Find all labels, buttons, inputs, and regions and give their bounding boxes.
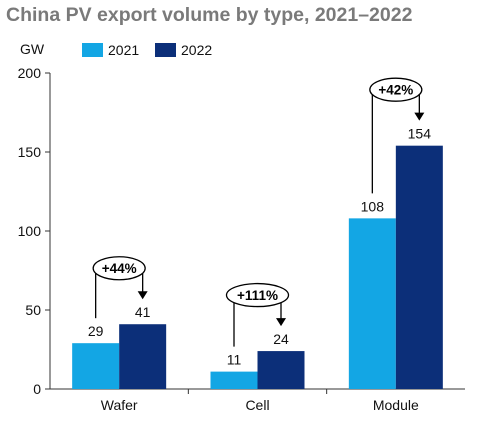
data-labels: 29 41 11 24 108 154 — [88, 126, 431, 368]
x-tick-label: Cell — [245, 397, 269, 413]
y-tick-label: 100 — [18, 223, 42, 239]
annotation-oval — [92, 256, 146, 281]
axes: 0 50 100 150 200 GW Wafer Cell Module — [18, 41, 465, 413]
annotation-oval — [225, 282, 290, 308]
y-axis-label: GW — [20, 41, 45, 57]
y-tick-label: 200 — [18, 65, 42, 81]
bar-cell-2021 — [210, 371, 258, 389]
data-label: 41 — [135, 304, 151, 320]
y-tick-label: 50 — [25, 302, 41, 318]
x-tick-label: Module — [373, 397, 419, 413]
data-label: 24 — [273, 331, 289, 347]
legend-label: 2021 — [108, 42, 139, 58]
annotation-text: +44% — [102, 261, 137, 276]
bars — [72, 145, 443, 389]
bar-module-2021 — [348, 218, 396, 389]
bar-module-2022 — [395, 145, 443, 389]
legend-swatch-2022 — [155, 43, 176, 57]
bar-wafer-2021 — [72, 343, 120, 389]
data-label: 108 — [361, 198, 385, 214]
chart-title: China PV export volume by type, 2021–202… — [6, 4, 413, 26]
bar-cell-2022 — [257, 351, 305, 389]
annotation-text: +42% — [378, 83, 413, 98]
growth-annotations: +44% +111% +42% — [92, 77, 425, 347]
data-label: 154 — [408, 126, 432, 142]
data-label: 29 — [88, 323, 104, 339]
y-tick-label: 150 — [18, 144, 42, 160]
legend-label: 2022 — [181, 42, 212, 58]
annotation-arrowhead — [414, 112, 425, 121]
annotation-arrowhead — [137, 291, 148, 300]
x-tick-label: Wafer — [101, 397, 138, 413]
legend-swatch-2021 — [82, 43, 103, 57]
bar-wafer-2022 — [119, 324, 167, 389]
legend: 2021 2022 — [82, 42, 212, 58]
annotation-oval — [369, 77, 423, 102]
annotation-arrowhead — [276, 318, 286, 327]
y-tick-label: 0 — [33, 381, 41, 397]
data-label: 11 — [227, 352, 242, 368]
annotation-text: +111% — [237, 288, 278, 303]
